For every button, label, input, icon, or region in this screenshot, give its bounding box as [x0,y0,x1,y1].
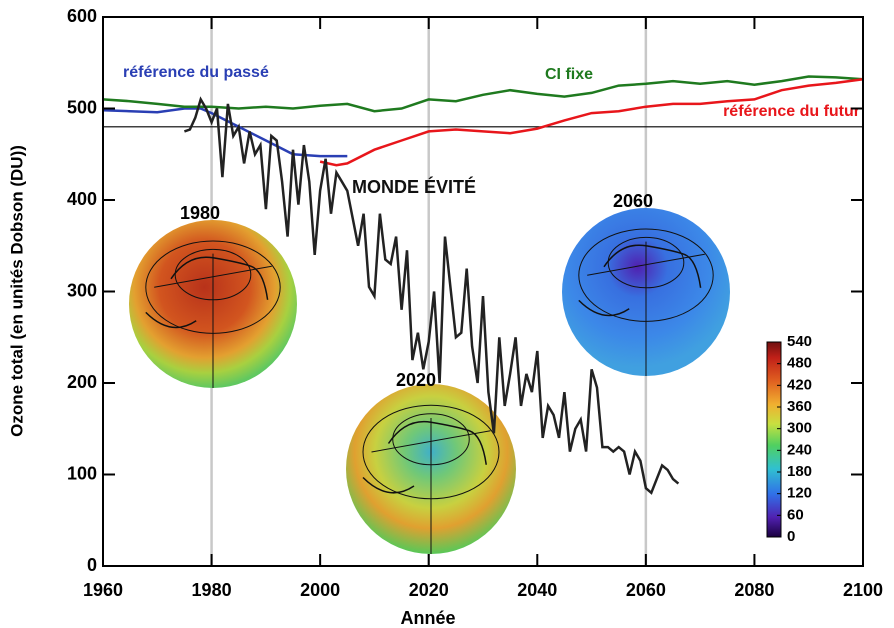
series-label: référence du futur [723,103,860,120]
x-tick-label: 2000 [300,580,340,600]
x-tick-label: 2060 [626,580,666,600]
coastline [145,256,269,329]
meridian [154,265,272,288]
series-label: CI fixe [545,66,593,83]
colorbar-tick-label: 60 [787,506,804,523]
globe-grid [145,240,281,388]
series-line [319,77,864,167]
x-tick-label: 2100 [843,580,883,600]
globe-grid [578,228,714,376]
y-tick-label: 300 [67,280,97,300]
meridian [587,253,705,276]
coastline [578,244,702,317]
colorbar-tick-label: 540 [787,333,812,350]
coastline [362,420,487,494]
colorbar-tick-label: 420 [787,376,812,393]
colorbar [766,341,782,538]
inset-label: 1980 [180,203,220,223]
x-tick-label: 2040 [517,580,557,600]
colorbar-tick-label: 480 [787,355,812,372]
colorbar-tick-label: 300 [787,420,812,437]
inset-label: 2020 [396,370,436,390]
series-line [183,96,680,495]
y-tick-label: 600 [67,6,97,26]
y-tick-label: 200 [67,372,97,392]
y-tick-label: 500 [67,97,97,117]
x-axis-label: Année [400,608,455,628]
x-tick-label: 1960 [83,580,123,600]
series-label: référence du passé [123,64,269,81]
colorbar-tick-label: 120 [787,485,812,502]
meridian [371,430,491,453]
y-tick-label: 400 [67,189,97,209]
y-axis-label: Ozone total (en unités Dobson (DU)) [7,145,26,437]
globe-grid [362,404,500,554]
x-tick-label: 1980 [192,580,232,600]
x-tick-label: 2020 [409,580,449,600]
y-tick-label: 0 [87,555,97,575]
colorbar-tick-label: 360 [787,398,812,415]
colorbar-tick-label: 0 [787,528,795,545]
y-tick-label: 100 [67,463,97,483]
colorbar-tick-label: 240 [787,441,812,458]
x-tick-label: 2080 [734,580,774,600]
series-label: MONDE ÉVITÉ [352,176,476,197]
colorbar-tick-label: 180 [787,463,812,480]
inset-label: 2060 [613,191,653,211]
